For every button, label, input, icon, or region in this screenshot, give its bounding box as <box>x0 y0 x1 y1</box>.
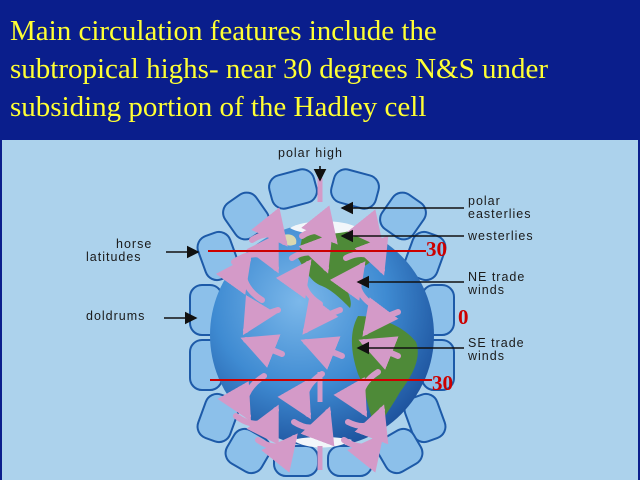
label-ne-trade-winds-line1: NE trade <box>468 270 526 284</box>
title-line-2: subtropical highs- near 30 degrees N&S u… <box>10 53 548 85</box>
label-polar-easterlies-line1: polar <box>468 194 501 208</box>
wind-arrows <box>215 205 401 473</box>
label-westerlies: westerlies <box>468 229 534 243</box>
label-pointers <box>164 166 464 355</box>
label-se-trade-winds-line1: SE trade <box>468 336 525 350</box>
label-horse-latitudes-line2: latitudes <box>86 250 142 264</box>
globe-circulation-diagram <box>164 166 464 477</box>
latitude-label-30-north: 30 <box>426 237 447 261</box>
title-banner: Main circulation features include the su… <box>0 0 640 140</box>
label-doldrums: doldrums <box>86 309 146 323</box>
title-line-3: subsiding portion of the Hadley cell <box>10 91 427 123</box>
label-horse-latitudes-line1: horse <box>116 237 153 251</box>
label-polar-easterlies-line2: easterlies <box>468 207 532 221</box>
latitude-label-30-south: 30 <box>432 371 453 395</box>
label-se-trade-winds-line2: winds <box>468 349 505 363</box>
title-line-1: Main circulation features include the <box>10 15 437 47</box>
label-ne-trade-winds-line2: winds <box>468 283 505 297</box>
latitude-label-0-equator: 0 <box>458 305 469 329</box>
label-polar-high: polar high <box>278 146 343 160</box>
diagram-panel: polar high polar easterlies westerlies h… <box>2 140 638 480</box>
